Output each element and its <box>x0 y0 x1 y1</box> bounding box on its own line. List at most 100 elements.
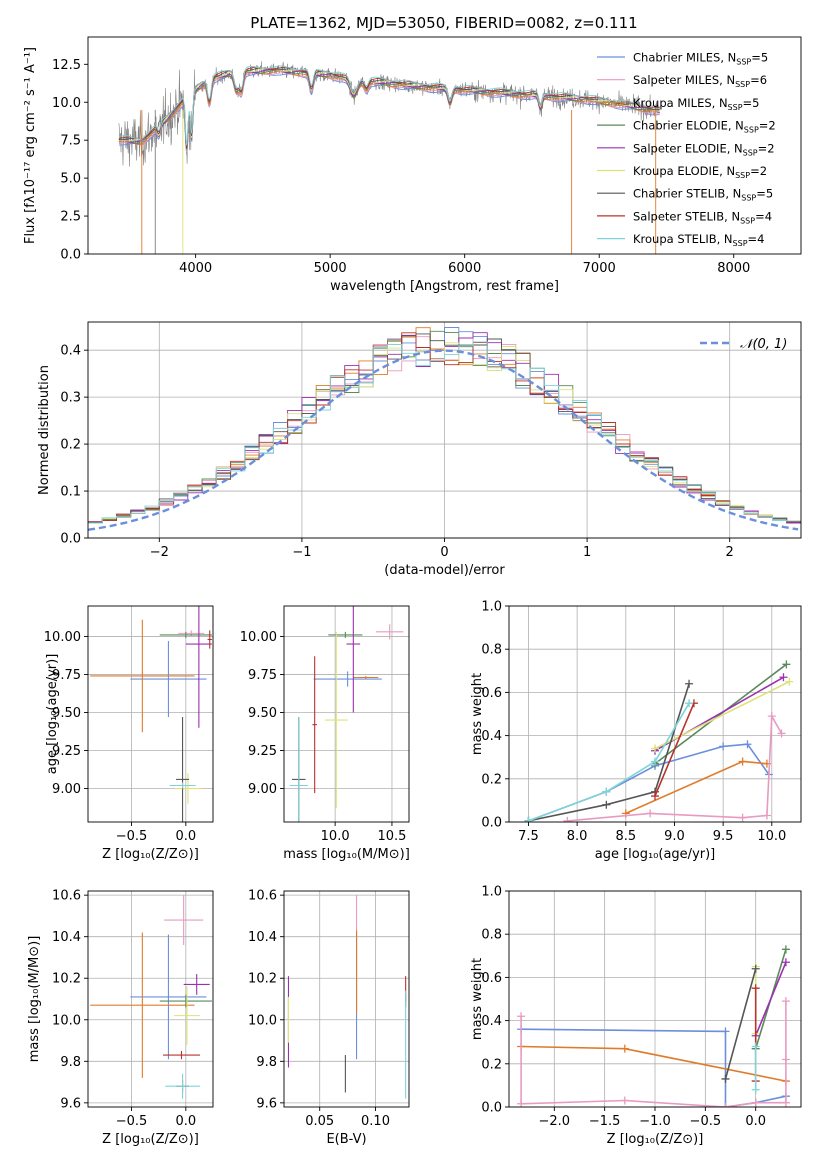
y-tick-label: 0.6 <box>481 971 502 986</box>
x-tick-label: 5000 <box>314 261 347 276</box>
plot-area <box>517 945 790 1107</box>
legend-subscript: SSP <box>741 194 756 203</box>
axes-6 <box>284 891 409 1107</box>
y-tick-label: 12.5 <box>52 58 81 73</box>
series-line-salpeter_elodie <box>754 961 787 1037</box>
y-tick-label: 9.6 <box>60 1096 81 1111</box>
y-tick-label: 10.4 <box>248 930 277 945</box>
y-tick-label: 10.2 <box>248 972 277 987</box>
legend-label-normal: 𝒩(0, 1) <box>740 337 787 352</box>
data-point-salpeter_elodie <box>781 958 790 967</box>
model-line-kroupa_stelib <box>118 65 660 146</box>
series-line-salpeter_miles <box>520 1001 787 1107</box>
y-tick-label: 0.1 <box>60 485 81 500</box>
data-point-salpeter_miles <box>781 997 790 1006</box>
y-tick-label: 10.4 <box>52 930 81 945</box>
data-point-chabrier_miles <box>743 740 752 749</box>
data-point-salpeter_miles <box>620 1096 629 1105</box>
age-vs-metallicity-panel: −0.5 0.0 9.00 9.25 9.50 9.75 10.00 Z [log₁₀(Z/Z… <box>44 605 214 862</box>
legend-value: =2 <box>750 164 767 178</box>
plot-area <box>524 660 794 822</box>
axes-frame <box>87 36 802 255</box>
plot-area <box>287 895 407 1099</box>
series-line-salpeter_stelib <box>654 702 695 797</box>
data-point-kroupa_miles <box>738 757 747 766</box>
legend-value: =5 <box>751 51 768 65</box>
x-tick-label: 7.5 <box>518 829 539 844</box>
legend-subscript: SSP <box>740 216 755 225</box>
x-tick-label: 10.0 <box>321 829 350 844</box>
spectrum-panel: PLATE=1362, MJD=53050, FIBERID=0082, z=0… <box>23 14 802 294</box>
x-tick-label: −0.5 <box>116 829 148 844</box>
y-tick-label: 10.0 <box>52 1013 81 1028</box>
plot-area <box>90 895 212 1099</box>
x-axis-label: Z [log₁₀(Z/Z⊙)] <box>102 847 199 862</box>
y-axis-label: Normed distribution <box>37 365 52 495</box>
model-line-salpeter_elodie <box>118 68 660 151</box>
y-tick-label: 0.4 <box>60 344 81 359</box>
series-line-chabrier_stelib <box>528 683 690 822</box>
y-tick-label: 0.0 <box>60 532 81 547</box>
data-point-salpeter_miles <box>646 809 655 818</box>
x-tick-label: −1.0 <box>639 1114 671 1129</box>
y-tick-label: 0.2 <box>481 772 502 787</box>
data-point-kroupa_stelib <box>651 757 659 766</box>
data-point-salpeter_miles <box>777 729 786 738</box>
legend-subscript: SSP <box>735 80 750 89</box>
x-tick-label: 4000 <box>179 261 212 276</box>
legend-text: Salpeter MILES, N <box>633 73 735 87</box>
legend-subscript: SSP <box>735 171 750 180</box>
y-tick-label: 9.8 <box>60 1055 81 1070</box>
data-point-chabrier_stelib <box>602 800 611 809</box>
y-tick-label: 5.0 <box>60 172 81 187</box>
series-line-chabrier_stelib <box>724 968 757 1080</box>
legend-subscript: SSP <box>744 126 759 135</box>
legend-text: Salpeter STELIB, N <box>633 209 740 223</box>
y-tick-label: 0.2 <box>481 1057 502 1072</box>
series-line-kroupa_elodie <box>654 680 790 750</box>
legend-subscript: SSP <box>733 239 748 248</box>
x-tick-label: 8000 <box>717 261 750 276</box>
histogram-legend: 𝒩(0, 1) <box>700 337 787 352</box>
data-point-kroupa_miles <box>620 1044 629 1053</box>
axes-frame <box>283 890 410 1108</box>
x-tick-label: 0.0 <box>175 829 196 844</box>
axes-5 <box>88 891 213 1107</box>
plot-area <box>88 327 801 531</box>
legend-label-salpeter_stelib: Salpeter STELIB, NSSP=4 <box>633 209 772 225</box>
x-tick-label: 0 <box>440 545 448 560</box>
x-tick-label: 9.0 <box>664 829 685 844</box>
mass-weight-vs-metallicity-panel: −2.0 −1.5 −1.0 −0.5 0.0 0.0 0.2 0.4 0.6 0.8 1.0 Z [… <box>470 885 802 1147</box>
x-tick-label: 0.0 <box>745 1114 766 1129</box>
data-point-salpeter_miles <box>767 712 776 721</box>
axes-2 <box>88 606 213 822</box>
data-point-kroupa_elodie <box>785 677 794 686</box>
age-vs-mass-panel: 10.0 10.5 9.00 9.25 9.50 9.75 10.00 mass [log₁₀… <box>240 605 410 862</box>
y-tick-label: 0.0 <box>481 816 502 831</box>
model-line-chabrier_elodie <box>118 69 660 151</box>
y-tick-label: 1.0 <box>481 600 502 615</box>
y-tick-label: 7.5 <box>60 134 81 149</box>
y-tick-label: 0.2 <box>60 438 81 453</box>
x-tick-label: −2.0 <box>539 1114 571 1129</box>
data-point-chabrier_miles <box>719 742 728 751</box>
data-point-salpeter_elodie <box>779 673 788 682</box>
legend-subscript: SSP <box>736 58 751 67</box>
y-tick-label: 0.0 <box>60 248 81 263</box>
data-point-kroupa_stelib <box>751 1042 760 1051</box>
histogram-step-kroupa_elodie <box>88 342 801 524</box>
series-line-chabrier_miles <box>521 1028 787 1107</box>
y-tick-label: 9.00 <box>52 782 81 797</box>
histogram-step-chabrier_elodie <box>88 330 801 524</box>
data-point-kroupa_stelib <box>602 787 611 796</box>
series-line-salpeter_miles <box>567 713 783 822</box>
legend-value: =4 <box>755 209 772 223</box>
legend-value: =6 <box>750 73 767 87</box>
data-point-chabrier_stelib <box>721 1074 730 1083</box>
data-point-chabrier_stelib <box>751 964 760 973</box>
legend-value: =5 <box>756 187 773 201</box>
x-tick-label: −1 <box>292 545 311 560</box>
y-tick-label: 0.4 <box>481 729 502 744</box>
mass-vs-extinction-panel: 0.05 0.10 9.6 9.8 10.0 10.2 10.4 10.6 E(B-V) <box>248 889 410 1147</box>
